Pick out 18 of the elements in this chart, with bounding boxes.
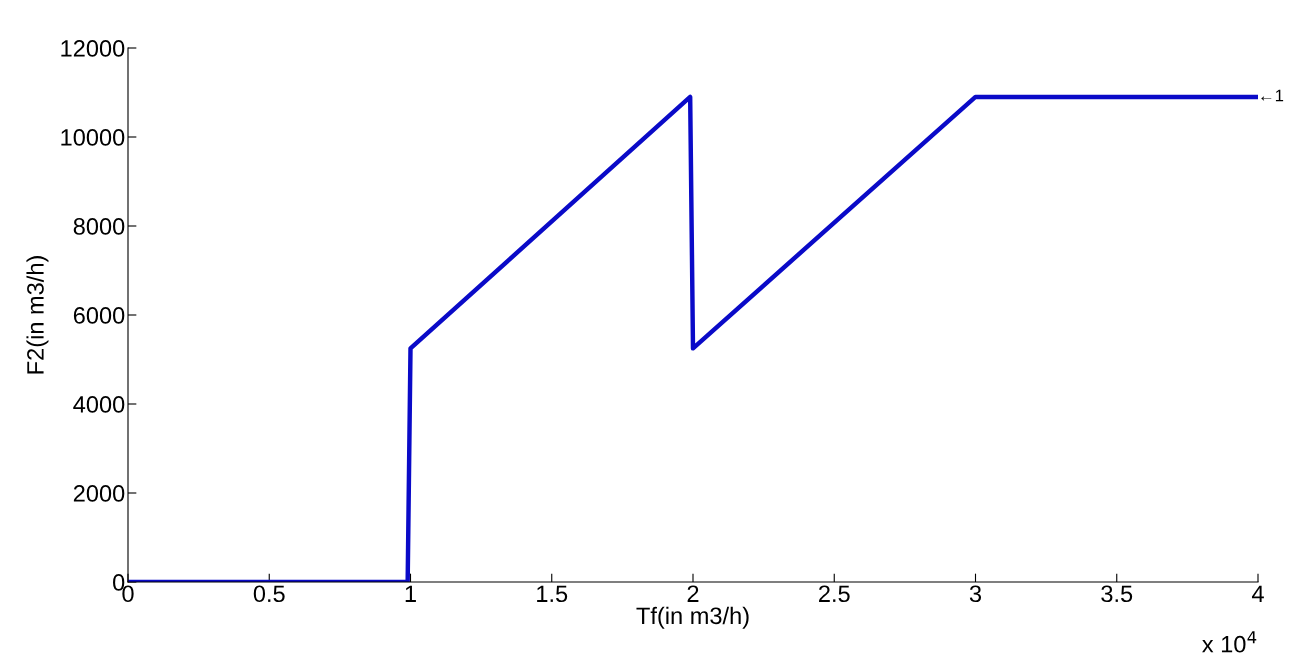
x-tick-label: 0.5 [253, 585, 285, 603]
y-tick-label: 4000 [73, 396, 125, 413]
x-axis-title: Tf(in m3/h) [636, 606, 749, 629]
x-tick-label: 3.5 [1101, 585, 1133, 603]
y-axis-title: F2(in m3/h) [26, 256, 49, 374]
y-tick-label: 2000 [73, 485, 125, 502]
x-tick-label: 3 [969, 585, 982, 603]
x-tick-label: 4 [1251, 585, 1264, 602]
y-tick-label: 6000 [73, 307, 125, 324]
x-tick-label: 2.5 [819, 585, 850, 603]
x-tick-label: 2 [687, 585, 699, 602]
y-tick-label: 8000 [73, 218, 125, 235]
x-tick-label: 1 [405, 585, 416, 602]
x-tick-label: 1.5 [537, 585, 568, 603]
annotation: ←1 [1261, 89, 1284, 102]
y-tick-label: 12000 [61, 40, 125, 57]
text: x 10$^{4}$ [1202, 631, 1257, 653]
y-tick-label: 10000 [61, 129, 125, 146]
